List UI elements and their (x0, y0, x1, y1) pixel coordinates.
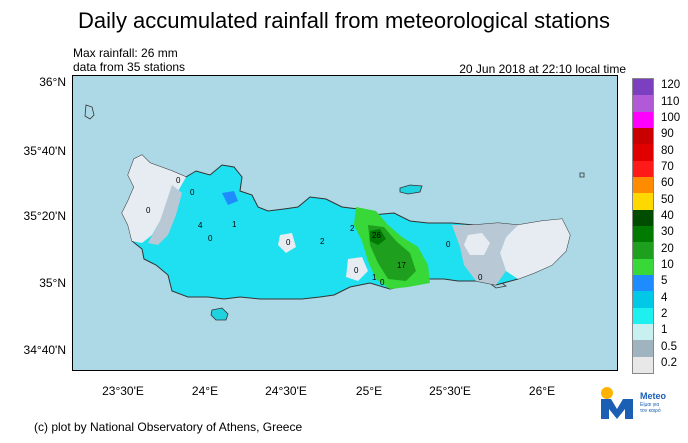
legend-label: 0.5 (661, 340, 677, 353)
rain-4-west (222, 191, 238, 205)
x-tick-label: 23°30'E (102, 384, 144, 398)
legend-swatch (633, 307, 653, 324)
legend-label: 10 (661, 258, 674, 271)
station-value: 0 (190, 188, 195, 197)
color-legend (632, 78, 654, 374)
x-tick-label: 25°30'E (429, 384, 471, 398)
legend-swatch (633, 291, 653, 308)
x-tick-label: 25°E (355, 384, 383, 398)
x-tick-label: 26°E (528, 384, 556, 398)
legend-label: 70 (661, 160, 674, 173)
station-value: 1 (372, 273, 377, 282)
legend-label: 80 (661, 144, 674, 157)
rainfall-map: 26 17 4 2 2 1 1 0 0 0 0 0 0 0 0 0 (72, 75, 618, 371)
islet-koufonisi (579, 172, 585, 178)
meteo-logo-word: Meteo (640, 391, 667, 401)
legend-swatch (633, 356, 653, 373)
legend-swatch (633, 128, 653, 145)
legend-label: 110 (661, 95, 680, 108)
legend-swatch (633, 340, 653, 357)
legend-swatch (633, 79, 653, 96)
legend-swatch (633, 324, 653, 341)
station-value: 1 (232, 220, 237, 229)
legend-swatch (633, 275, 653, 292)
legend-label: 4 (661, 291, 668, 304)
station-value: 0 (446, 240, 451, 249)
station-value: 0 (286, 238, 291, 247)
chart-title: Daily accumulated rainfall from meteorol… (78, 8, 610, 33)
y-tick-label: 35°20'N (23, 209, 66, 223)
station-value: 0 (380, 278, 385, 287)
legend-label: 90 (661, 128, 674, 141)
station-value: 0 (478, 273, 483, 282)
dry-east-spot (464, 233, 490, 255)
x-tick-label: 24°E (191, 384, 219, 398)
info-block: Max rainfall: 26 mm data from 35 station… (73, 46, 185, 74)
station-value: 26 (372, 231, 381, 240)
meteo-logo-icon (601, 387, 633, 419)
station-value: 0 (146, 206, 151, 215)
legend-swatch (633, 160, 653, 177)
station-value: 17 (397, 261, 406, 270)
legend-swatch (633, 258, 653, 275)
legend-label: 30 (661, 226, 674, 239)
y-tick-label: 35°N (39, 276, 66, 290)
legend-label: 60 (661, 177, 674, 190)
islet-gavdos (210, 307, 229, 321)
legend-label: 0.2 (661, 356, 677, 369)
legend-label: 40 (661, 209, 674, 222)
islet-dia (399, 184, 423, 195)
y-tick-label: 35°40'N (23, 144, 66, 158)
meteo-logo-tagline: Είμαι για τον καιρό (640, 402, 661, 414)
dry-center-spot (278, 233, 296, 253)
legend-label: 50 (661, 193, 674, 206)
stations-label: data from 35 stations (73, 60, 186, 74)
dry-west (122, 155, 186, 243)
station-value: 0 (208, 234, 213, 243)
dry-east (500, 219, 570, 279)
legend-label: 100 (661, 111, 681, 124)
legend-label: 2 (661, 307, 668, 320)
rain-peak (370, 229, 386, 245)
x-tick-label: 24°30'E (265, 384, 307, 398)
station-value: 0 (354, 266, 359, 275)
station-value: 2 (320, 237, 325, 246)
max-rainfall-label: Max rainfall: 26 mm (73, 46, 178, 60)
y-tick-label: 34°40'N (23, 343, 66, 357)
station-value: 4 (198, 221, 203, 230)
y-tick-label: 36°N (39, 75, 66, 89)
islet-west (84, 104, 95, 120)
legend-label: 120 (661, 79, 681, 92)
legend-swatch (633, 226, 653, 243)
timestamp-label: 20 Jun 2018 at 22:10 local time (459, 62, 626, 76)
dry-south-spot (346, 257, 368, 281)
trace-west (148, 185, 182, 245)
legend-swatch (633, 242, 653, 259)
legend-swatch (633, 177, 653, 194)
legend-swatch (633, 95, 653, 112)
station-value: 2 (350, 224, 355, 233)
map-svg: 26 17 4 2 2 1 1 0 0 0 0 0 0 0 0 0 (72, 75, 618, 371)
legend-label: 1 (661, 324, 668, 337)
legend-swatch (633, 144, 653, 161)
legend-label: 20 (661, 242, 674, 255)
station-value: 0 (176, 176, 181, 185)
legend-label: 5 (661, 275, 668, 288)
legend-swatch (633, 193, 653, 210)
legend-swatch (633, 111, 653, 128)
legend-swatch (633, 209, 653, 226)
meteo-logo: Meteo Είμαι για τον καιρό (597, 385, 687, 425)
credit-text: (c) plot by National Observatory of Athe… (34, 420, 303, 434)
map-border (72, 75, 618, 371)
